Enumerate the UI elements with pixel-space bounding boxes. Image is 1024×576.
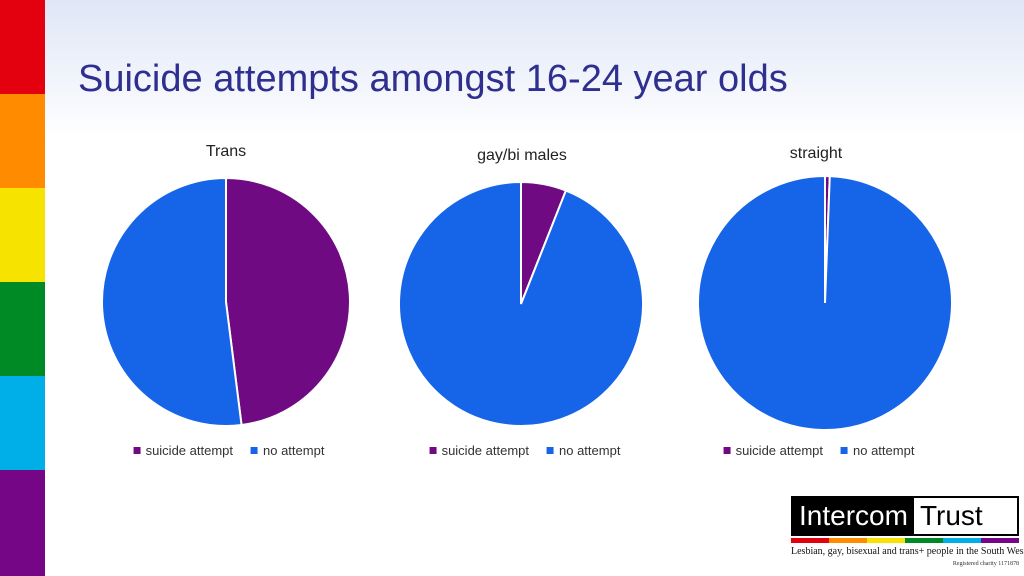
pie-slice-suicide-attempt xyxy=(225,176,351,427)
logo-stripe xyxy=(981,538,1019,543)
pie-chart-gay-bi-males xyxy=(398,180,644,427)
legend-gay-bi-males: suicide attempt no attempt xyxy=(429,443,620,458)
legend-swatch-no-attempt xyxy=(547,447,554,454)
rainbow-stripe-red xyxy=(0,0,45,94)
logo-charity-number: Registered charity 1171878 xyxy=(952,561,1019,567)
pie-chart-trans xyxy=(101,176,351,427)
logo-tagline: Lesbian, gay, bisexual and trans+ people… xyxy=(791,546,1024,557)
logo-stripe xyxy=(943,538,981,543)
logo-word-intercom: Intercom xyxy=(793,498,914,534)
legend-item-no-attempt: no attempt xyxy=(841,443,914,458)
legend-label-no-attempt: no attempt xyxy=(853,443,915,458)
logo-word-trust: Trust xyxy=(913,498,1017,534)
pie-slice-no-attempt xyxy=(398,180,644,427)
chart-title-gay-bi-males: gay/bi males xyxy=(477,147,567,164)
logo-rainbow-stripes xyxy=(791,538,1019,543)
logo-stripe xyxy=(791,538,829,543)
chart-title-trans: Trans xyxy=(205,143,247,160)
legend-swatch-attempt xyxy=(133,447,141,454)
legend-item-no-attempt: no attempt xyxy=(251,443,324,458)
rainbow-stripe-blue xyxy=(0,376,45,470)
rainbow-stripe-yellow xyxy=(0,188,45,282)
rainbow-stripe-orange xyxy=(0,94,45,188)
legend-label-attempt: suicide attempt xyxy=(735,443,823,458)
legend-label-no-attempt: no attempt xyxy=(263,443,325,458)
legend-swatch-attempt xyxy=(429,447,437,454)
legend-swatch-no-attempt xyxy=(251,447,258,454)
pie-chart-straight xyxy=(697,174,953,431)
pie-slice-no-attempt xyxy=(101,176,243,427)
rainbow-bar xyxy=(0,0,45,576)
legend-item-attempt: suicide attempt xyxy=(723,443,823,458)
intercom-trust-logo: Intercom Trust Lesbian, gay, bisexual an… xyxy=(791,496,1024,574)
logo-wordmark: Intercom Trust xyxy=(791,496,1019,536)
legend-swatch-attempt xyxy=(723,447,731,454)
legend-item-attempt: suicide attempt xyxy=(429,443,529,458)
logo-stripe xyxy=(829,538,867,543)
legend-trans: suicide attempt no attempt xyxy=(133,443,324,458)
legend-item-attempt: suicide attempt xyxy=(133,443,233,458)
logo-stripe xyxy=(905,538,943,543)
pie-slice-no-attempt xyxy=(697,174,953,431)
chart-title-straight: straight xyxy=(789,145,843,162)
logo-stripe xyxy=(867,538,905,543)
rainbow-stripe-purple xyxy=(0,470,45,576)
legend-item-no-attempt: no attempt xyxy=(547,443,620,458)
legend-label-attempt: suicide attempt xyxy=(441,443,529,458)
header-gradient xyxy=(0,0,1024,140)
legend-straight: suicide attempt no attempt xyxy=(723,443,914,458)
legend-label-attempt: suicide attempt xyxy=(145,443,233,458)
slide-title: Suicide attempts amongst 16-24 year olds xyxy=(78,58,788,100)
legend-label-no-attempt: no attempt xyxy=(559,443,621,458)
rainbow-stripe-green xyxy=(0,282,45,376)
legend-swatch-no-attempt xyxy=(841,447,848,454)
